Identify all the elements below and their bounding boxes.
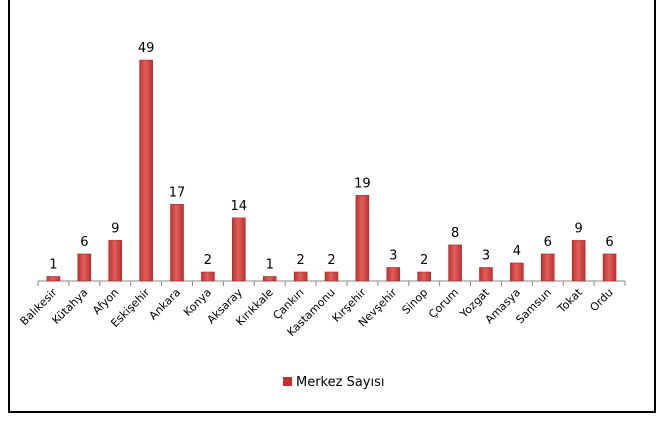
data-label: 2 (420, 253, 428, 268)
data-label: 6 (605, 235, 613, 250)
data-label: 2 (327, 253, 335, 268)
data-label: 1 (266, 257, 274, 272)
bar (386, 267, 401, 282)
data-label: 2 (296, 253, 304, 268)
bar (355, 195, 370, 282)
data-label: 2 (204, 253, 212, 268)
data-label: 8 (451, 226, 459, 241)
data-label: 6 (544, 235, 552, 250)
bar (417, 271, 431, 282)
legend-swatch (283, 377, 292, 386)
bar (201, 271, 215, 282)
data-label: 3 (389, 248, 397, 263)
bar (571, 240, 586, 282)
bar (510, 262, 524, 282)
data-label: 17 (169, 185, 186, 200)
frame (8, 0, 656, 413)
bar (108, 240, 122, 282)
bar (324, 271, 339, 282)
legend-label: Merkez Sayısı (296, 375, 385, 390)
data-label: 3 (482, 248, 490, 263)
bar (170, 204, 184, 282)
data-label: 14 (231, 199, 248, 214)
data-label: 19 (354, 176, 371, 191)
bar (262, 276, 277, 282)
data-label: 6 (80, 235, 88, 250)
bar (46, 276, 61, 282)
data-label: 9 (111, 221, 119, 236)
data-label: 4 (513, 244, 521, 259)
bar (293, 271, 308, 282)
bar (479, 267, 493, 282)
bar (139, 59, 153, 282)
bar (77, 253, 92, 282)
data-label: 49 (138, 41, 155, 56)
bar (448, 244, 462, 282)
data-label: 1 (49, 257, 57, 272)
bar (602, 253, 617, 282)
bar (232, 217, 246, 282)
bar (541, 253, 555, 282)
data-label: 9 (575, 221, 583, 236)
